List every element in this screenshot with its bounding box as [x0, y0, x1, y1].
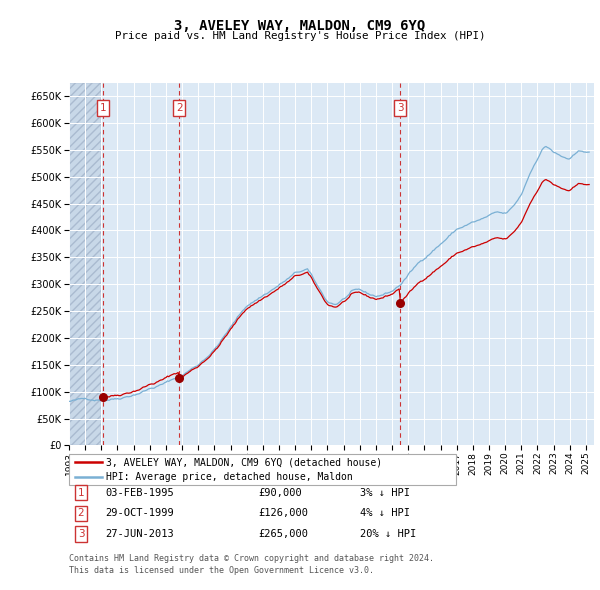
Text: 2: 2: [77, 509, 85, 518]
Text: 27-JUN-2013: 27-JUN-2013: [105, 529, 174, 539]
Text: 4% ↓ HPI: 4% ↓ HPI: [360, 509, 410, 518]
Text: Price paid vs. HM Land Registry's House Price Index (HPI): Price paid vs. HM Land Registry's House …: [115, 31, 485, 41]
Text: 20% ↓ HPI: 20% ↓ HPI: [360, 529, 416, 539]
Text: HPI: Average price, detached house, Maldon: HPI: Average price, detached house, Mald…: [106, 472, 353, 482]
Text: 1: 1: [77, 488, 85, 497]
Text: 3, AVELEY WAY, MALDON, CM9 6YQ: 3, AVELEY WAY, MALDON, CM9 6YQ: [175, 19, 425, 33]
Text: 2: 2: [176, 103, 182, 113]
Text: 03-FEB-1995: 03-FEB-1995: [105, 488, 174, 497]
Text: £265,000: £265,000: [258, 529, 308, 539]
Text: 1: 1: [100, 103, 106, 113]
Text: 3% ↓ HPI: 3% ↓ HPI: [360, 488, 410, 497]
Text: £90,000: £90,000: [258, 488, 302, 497]
Text: This data is licensed under the Open Government Licence v3.0.: This data is licensed under the Open Gov…: [69, 566, 374, 575]
Text: Contains HM Land Registry data © Crown copyright and database right 2024.: Contains HM Land Registry data © Crown c…: [69, 554, 434, 563]
Text: 29-OCT-1999: 29-OCT-1999: [105, 509, 174, 518]
Text: 3: 3: [77, 529, 85, 539]
Text: £126,000: £126,000: [258, 509, 308, 518]
Text: 3: 3: [397, 103, 403, 113]
Text: 3, AVELEY WAY, MALDON, CM9 6YQ (detached house): 3, AVELEY WAY, MALDON, CM9 6YQ (detached…: [106, 457, 382, 467]
